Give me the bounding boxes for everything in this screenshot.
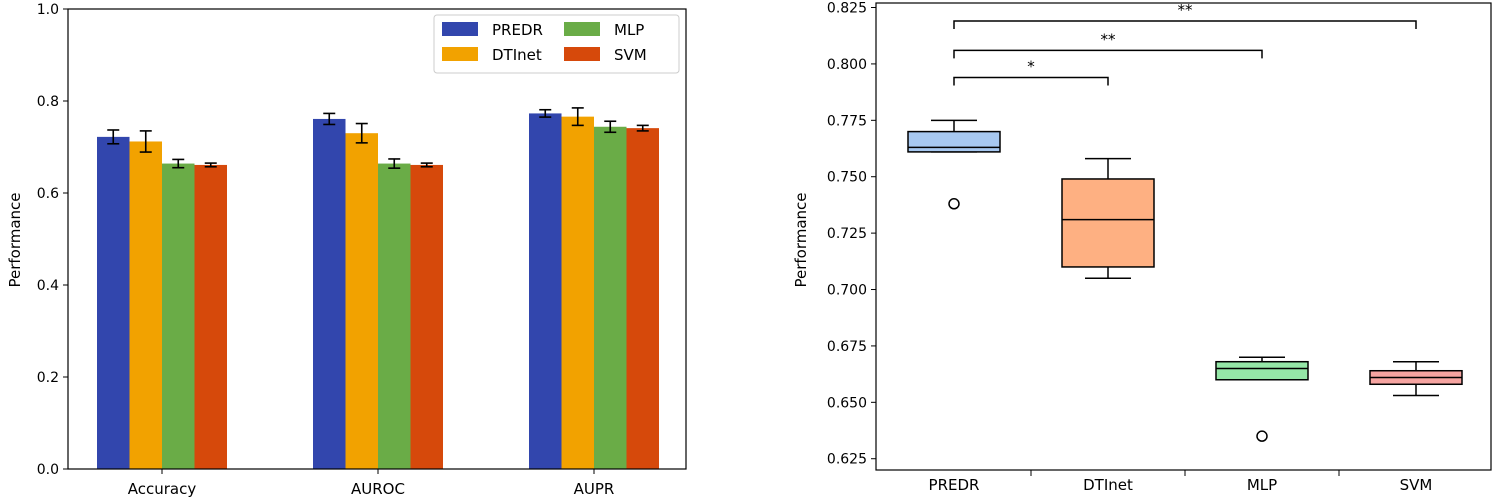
bar-predr-accuracy [97, 136, 130, 469]
significance-bracket [953, 76, 1109, 86]
legend-swatch-dtinet [442, 47, 478, 61]
bar-dtinet-aupr [561, 116, 594, 469]
legend: PREDR DTInet MLP SVM [433, 14, 680, 74]
bar-mlp-accuracy [162, 163, 195, 469]
bar-dtinet-auroc [345, 133, 378, 469]
significance-bracket [953, 20, 1417, 30]
bar-svm-aupr [626, 128, 659, 469]
significance-label: ** [1101, 30, 1117, 48]
significance-label: ** [1178, 1, 1194, 19]
y-tick-label: 0.750 [827, 170, 867, 186]
y-tick-label: 0.775 [827, 113, 867, 129]
plot-frame [67, 8, 687, 470]
y-tick-label: 0.6 [37, 186, 59, 202]
x-tick-label: PREDR [929, 476, 980, 494]
x-tick-label: Accuracy [128, 480, 197, 498]
box-iqr [1215, 360, 1309, 381]
plot-frame [875, 2, 1492, 471]
x-tick-label: AUPR [574, 480, 615, 498]
box-mlp [1215, 356, 1309, 442]
bar-svm-accuracy [194, 164, 227, 469]
x-tick-label: SVM [1400, 476, 1433, 494]
bar-mlp-aupr [594, 126, 627, 469]
legend-label-mlp: MLP [614, 21, 644, 39]
outlier-point [1256, 430, 1268, 442]
bar-predr-aupr [529, 113, 562, 470]
legend-swatch-svm [564, 47, 600, 61]
bar-mlp-auroc [378, 163, 411, 469]
x-tick-label: MLP [1247, 476, 1277, 494]
y-axis-label: Performance [6, 192, 24, 287]
outlier-point [948, 198, 960, 210]
y-tick-label: 0.725 [827, 226, 867, 242]
bar-chart: 0.0 0.2 0.4 0.6 0.8 1.0 Accuracy AUROC AUPR Perfo… [6, 2, 687, 498]
legend-label-svm: SVM [614, 46, 647, 64]
legend-label-predr: PREDR [492, 21, 543, 39]
bar-predr-auroc [313, 118, 346, 469]
y-tick-label: 0.800 [827, 57, 867, 73]
significance-bracket [953, 49, 1263, 59]
y-tick-label: 1.0 [37, 2, 59, 18]
y-tick-label: 0.2 [37, 370, 59, 386]
box-plot-chart: *****0.6250.6500.6750.7000.7250.7500.775… [792, 1, 1492, 494]
bar-dtinet-accuracy [129, 141, 162, 470]
x-tick-label: AUROC [351, 480, 405, 498]
legend-swatch-predr [442, 22, 478, 36]
legend-label-dtinet: DTInet [492, 46, 542, 64]
y-tick-label: 0.625 [827, 452, 867, 468]
y-tick-label: 0.8 [37, 94, 59, 110]
box-iqr [907, 130, 1001, 153]
box-svm [1369, 360, 1463, 397]
y-tick-label: 0.675 [827, 339, 867, 355]
x-tick-label: DTInet [1083, 476, 1133, 494]
bar-svm-auroc [410, 164, 443, 469]
y-tick-label: 0.0 [37, 462, 59, 478]
legend-swatch-mlp [564, 22, 600, 36]
box-dtinet [1061, 157, 1155, 279]
y-tick-label: 0.825 [827, 1, 867, 17]
y-tick-label: 0.650 [827, 395, 867, 411]
y-axis-label: Performance [792, 192, 810, 287]
box-predr [907, 119, 1001, 210]
legend-box [433, 14, 680, 74]
box-iqr [1061, 178, 1155, 268]
y-tick-label: 0.4 [37, 278, 59, 294]
y-tick-label: 0.700 [827, 283, 867, 299]
significance-label: * [1027, 57, 1035, 75]
